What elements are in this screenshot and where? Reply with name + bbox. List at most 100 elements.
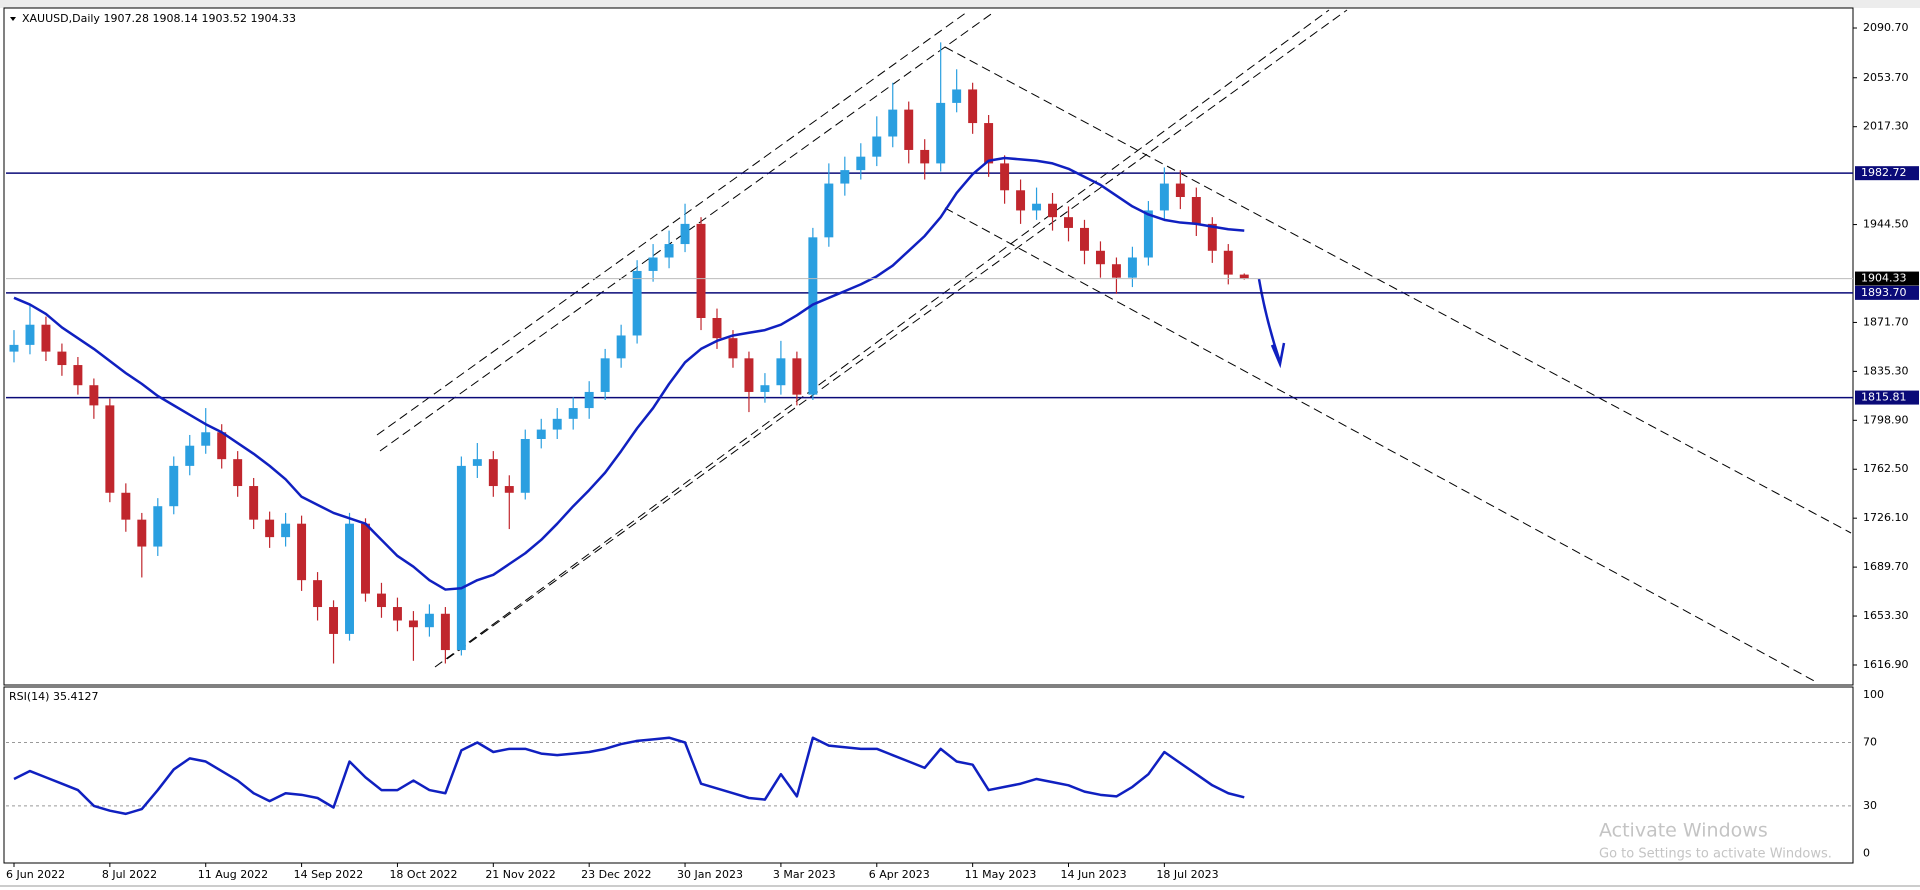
- candle-body: [584, 391, 594, 409]
- candle-body: [313, 580, 323, 608]
- tab-strip: [0, 0, 1920, 8]
- candle-body: [1191, 197, 1201, 224]
- x-tick-label: 30 Jan 2023: [677, 868, 743, 881]
- candle-body: [840, 170, 850, 184]
- candle-body: [105, 405, 115, 493]
- x-tick-label: 23 Dec 2022: [581, 868, 651, 881]
- rsi-panel: [3, 686, 1854, 864]
- candle-body: [456, 465, 466, 651]
- candle-body: [1127, 257, 1137, 278]
- y-tick-label: 1871.70: [1863, 315, 1909, 328]
- candle-body: [249, 486, 259, 520]
- candle-body: [648, 257, 658, 271]
- candle-body: [744, 358, 754, 392]
- candle-body: [121, 492, 131, 520]
- forecast-arrow: [1257, 278, 1286, 369]
- candle-body: [201, 432, 211, 446]
- candle-body: [57, 351, 67, 366]
- candle-body: [297, 523, 307, 581]
- candle-body: [392, 607, 402, 621]
- candle-body: [760, 385, 770, 392]
- x-tick-label: 18 Jul 2023: [1156, 868, 1218, 881]
- candle-body: [217, 432, 227, 460]
- candle-body: [520, 438, 530, 493]
- candle-body: [9, 344, 19, 352]
- candle-body: [664, 244, 674, 258]
- candle-body: [808, 237, 818, 395]
- candle-body: [568, 408, 578, 419]
- candle-body: [440, 613, 450, 651]
- candle-body: [1159, 183, 1169, 211]
- x-tick-label: 6 Jun 2022: [6, 868, 65, 881]
- channel-line: [944, 46, 1852, 534]
- rsi-tick-label: 30: [1863, 799, 1877, 812]
- rsi-header: RSI(14) 35.4127: [9, 690, 98, 703]
- bid-label: 1904.33: [1861, 272, 1907, 285]
- trendlines: [376, 9, 1852, 684]
- watermark-title: Activate Windows: [1599, 820, 1768, 842]
- candle-body: [600, 358, 610, 392]
- watermark-subtitle: Go to Settings to activate Windows.: [1599, 847, 1832, 862]
- moving-average: [13, 156, 1245, 591]
- candle-body: [424, 613, 434, 628]
- channel-line: [434, 9, 1330, 668]
- x-tick-label: 18 Oct 2022: [389, 868, 457, 881]
- x-tick-label: 11 May 2023: [965, 868, 1037, 881]
- y-tick-label: 1835.30: [1863, 364, 1909, 377]
- x-tick-label: 14 Sep 2022: [294, 868, 364, 881]
- y-tick-label: 1798.90: [1863, 413, 1909, 426]
- candle-body: [856, 156, 866, 171]
- candle-body: [504, 486, 514, 493]
- level-label: 1893.70: [1861, 286, 1907, 299]
- chart-header: XAUUSD,Daily 1907.28 1908.14 1903.52 190…: [22, 12, 296, 25]
- candle-body: [968, 89, 978, 124]
- channel-line: [376, 11, 968, 436]
- x-tick-label: 3 Mar 2023: [773, 868, 836, 881]
- rsi-tick-label: 100: [1863, 688, 1884, 701]
- candle-body: [73, 365, 83, 386]
- x-tick-label: 21 Nov 2022: [485, 868, 555, 881]
- level-label: 1982.72: [1861, 166, 1907, 179]
- x-tick-label: 14 Jun 2023: [1061, 868, 1127, 881]
- candle-body: [872, 136, 882, 157]
- x-tick-label: 11 Aug 2022: [198, 868, 268, 881]
- x-tick-label: 6 Apr 2023: [869, 868, 930, 881]
- candle-body: [488, 459, 498, 487]
- y-tick-label: 1653.30: [1863, 609, 1909, 622]
- candle-body: [281, 523, 291, 538]
- level-label-box: [1855, 166, 1919, 181]
- candle-body: [361, 523, 370, 594]
- candle-body: [936, 102, 946, 164]
- candle-body: [1143, 210, 1153, 258]
- candle-body: [376, 593, 386, 608]
- candle-body: [233, 459, 243, 487]
- candle-body: [1080, 227, 1089, 251]
- candle-body: [25, 324, 35, 345]
- y-tick-label: 2090.70: [1863, 21, 1909, 34]
- candle-body: [984, 123, 994, 164]
- candle-body: [153, 506, 163, 547]
- candle-body: [472, 459, 482, 466]
- candle-body: [728, 338, 738, 359]
- collapse-icon: [10, 17, 16, 21]
- candle-body: [904, 109, 914, 150]
- candle-body: [1111, 264, 1121, 278]
- candle-body: [888, 109, 898, 137]
- candle-body: [345, 523, 354, 634]
- y-tick-label: 2017.30: [1863, 120, 1909, 133]
- candle-body: [696, 223, 706, 318]
- candle-body: [824, 183, 834, 238]
- candle-body: [1048, 203, 1058, 218]
- level-label: 1815.81: [1861, 391, 1907, 404]
- level-label-box: [1855, 390, 1919, 405]
- candle-body: [776, 358, 786, 386]
- y-tick-label: 2053.70: [1863, 71, 1909, 84]
- candle-body: [329, 607, 339, 634]
- price-panel: [3, 7, 1854, 686]
- candle-body: [89, 385, 99, 406]
- y-tick-label: 1944.50: [1863, 218, 1909, 231]
- candle-body: [1207, 223, 1217, 251]
- candle-body: [536, 429, 546, 439]
- candle-body: [137, 519, 147, 547]
- candle-body: [1223, 250, 1233, 275]
